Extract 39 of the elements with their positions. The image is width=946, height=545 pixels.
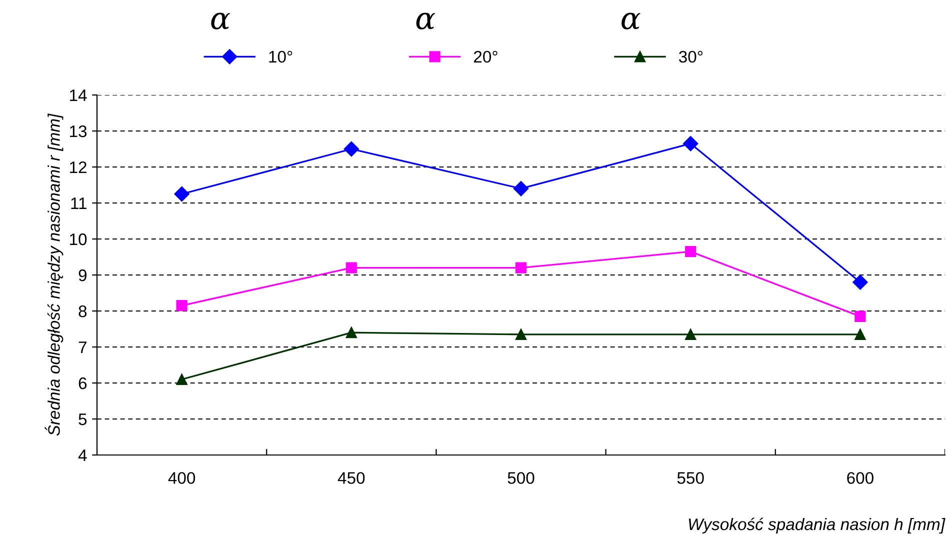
point [854,310,866,322]
text: α [416,12,436,30]
point [685,246,696,258]
point [176,300,188,312]
y-tick-label: 9 [78,269,86,282]
point [515,262,527,274]
y-axis-title: Średnia odległość między nasionami r [mm] [44,113,64,436]
point [174,186,190,202]
point [515,328,527,340]
point [344,141,359,157]
x-tick-label: 450 [338,472,365,484]
point [685,328,696,340]
x-tick-label: 500 [508,472,534,484]
y-tick-label: 11 [71,198,86,210]
x-tick-label: 600 [847,472,874,484]
x-axis-title: Wysokość spadania nasion h [mm] [688,518,946,534]
y-tick-label: 12 [70,161,86,174]
y-tick-label: 6 [78,377,87,390]
point [854,328,866,340]
legend-label: 10° [269,50,292,63]
y-tick-label: 13 [70,125,87,138]
y-tick-label: 8 [78,305,87,318]
point [683,136,698,152]
x-tick-label: 400 [168,472,196,484]
legend-label: 20° [474,50,498,63]
y-tick-label: 4 [78,450,87,462]
text: α [622,12,640,30]
text: α [211,12,230,30]
y-tick-label: 5 [78,414,87,426]
point [346,327,357,338]
y-tick-label: 10 [70,233,87,246]
y-tick-label: 14 [70,90,87,102]
point [346,262,357,274]
legend-label: 30° [678,50,703,63]
y-tick-label: 7 [78,342,86,354]
x-tick-label: 550 [677,472,704,484]
point [176,374,188,385]
point [513,181,529,196]
point [852,274,868,290]
